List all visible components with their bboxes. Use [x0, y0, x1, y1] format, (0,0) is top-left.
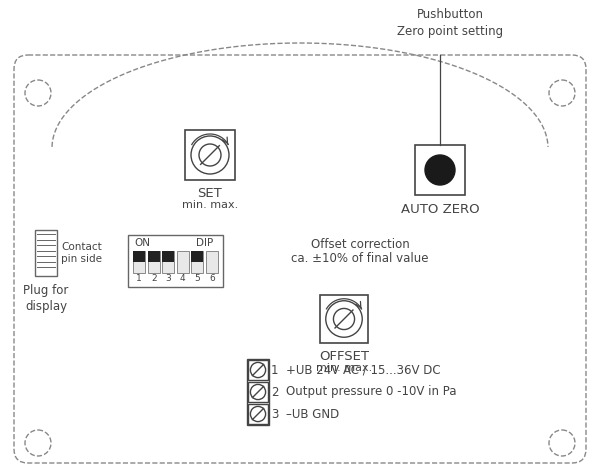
- FancyBboxPatch shape: [133, 251, 145, 273]
- FancyBboxPatch shape: [35, 230, 57, 276]
- Text: OFFSET: OFFSET: [319, 350, 369, 363]
- Text: 3: 3: [166, 274, 171, 283]
- Text: +UB 24V AC / 15...36V DC: +UB 24V AC / 15...36V DC: [286, 364, 440, 377]
- Text: DIP: DIP: [196, 238, 214, 248]
- FancyBboxPatch shape: [162, 251, 174, 262]
- FancyBboxPatch shape: [191, 251, 203, 262]
- Text: Pushbutton
Zero point setting: Pushbutton Zero point setting: [397, 8, 503, 38]
- Text: 6: 6: [209, 274, 215, 283]
- Circle shape: [425, 155, 455, 185]
- FancyBboxPatch shape: [128, 235, 223, 287]
- FancyBboxPatch shape: [206, 251, 218, 273]
- FancyBboxPatch shape: [191, 251, 203, 273]
- Text: 1: 1: [136, 274, 142, 283]
- FancyBboxPatch shape: [248, 382, 268, 402]
- Text: SET: SET: [197, 187, 223, 200]
- FancyBboxPatch shape: [185, 130, 235, 180]
- FancyBboxPatch shape: [248, 404, 268, 424]
- Text: Plug for
display: Plug for display: [23, 284, 68, 313]
- Text: ON: ON: [134, 238, 150, 248]
- Text: Output pressure 0 -10V in Pa: Output pressure 0 -10V in Pa: [286, 386, 457, 398]
- Text: min. max.: min. max.: [316, 363, 372, 373]
- Text: –UB GND: –UB GND: [286, 407, 339, 420]
- Text: 2: 2: [151, 274, 157, 283]
- Text: 4: 4: [180, 274, 185, 283]
- FancyBboxPatch shape: [320, 295, 368, 343]
- FancyBboxPatch shape: [162, 251, 174, 273]
- Text: AUTO ZERO: AUTO ZERO: [401, 203, 479, 216]
- Text: 2: 2: [271, 386, 278, 398]
- Text: ca. ±10% of final value: ca. ±10% of final value: [291, 252, 429, 265]
- Text: 5: 5: [194, 274, 200, 283]
- Text: 3: 3: [271, 407, 278, 420]
- FancyBboxPatch shape: [148, 251, 160, 273]
- FancyBboxPatch shape: [133, 251, 145, 262]
- FancyBboxPatch shape: [248, 360, 268, 380]
- FancyBboxPatch shape: [177, 251, 189, 273]
- Text: Contact
pin side: Contact pin side: [61, 242, 102, 264]
- FancyBboxPatch shape: [415, 145, 465, 195]
- Text: min. max.: min. max.: [182, 200, 238, 210]
- Text: 1: 1: [271, 364, 278, 377]
- Text: Offset correction: Offset correction: [311, 238, 409, 251]
- FancyBboxPatch shape: [148, 251, 160, 262]
